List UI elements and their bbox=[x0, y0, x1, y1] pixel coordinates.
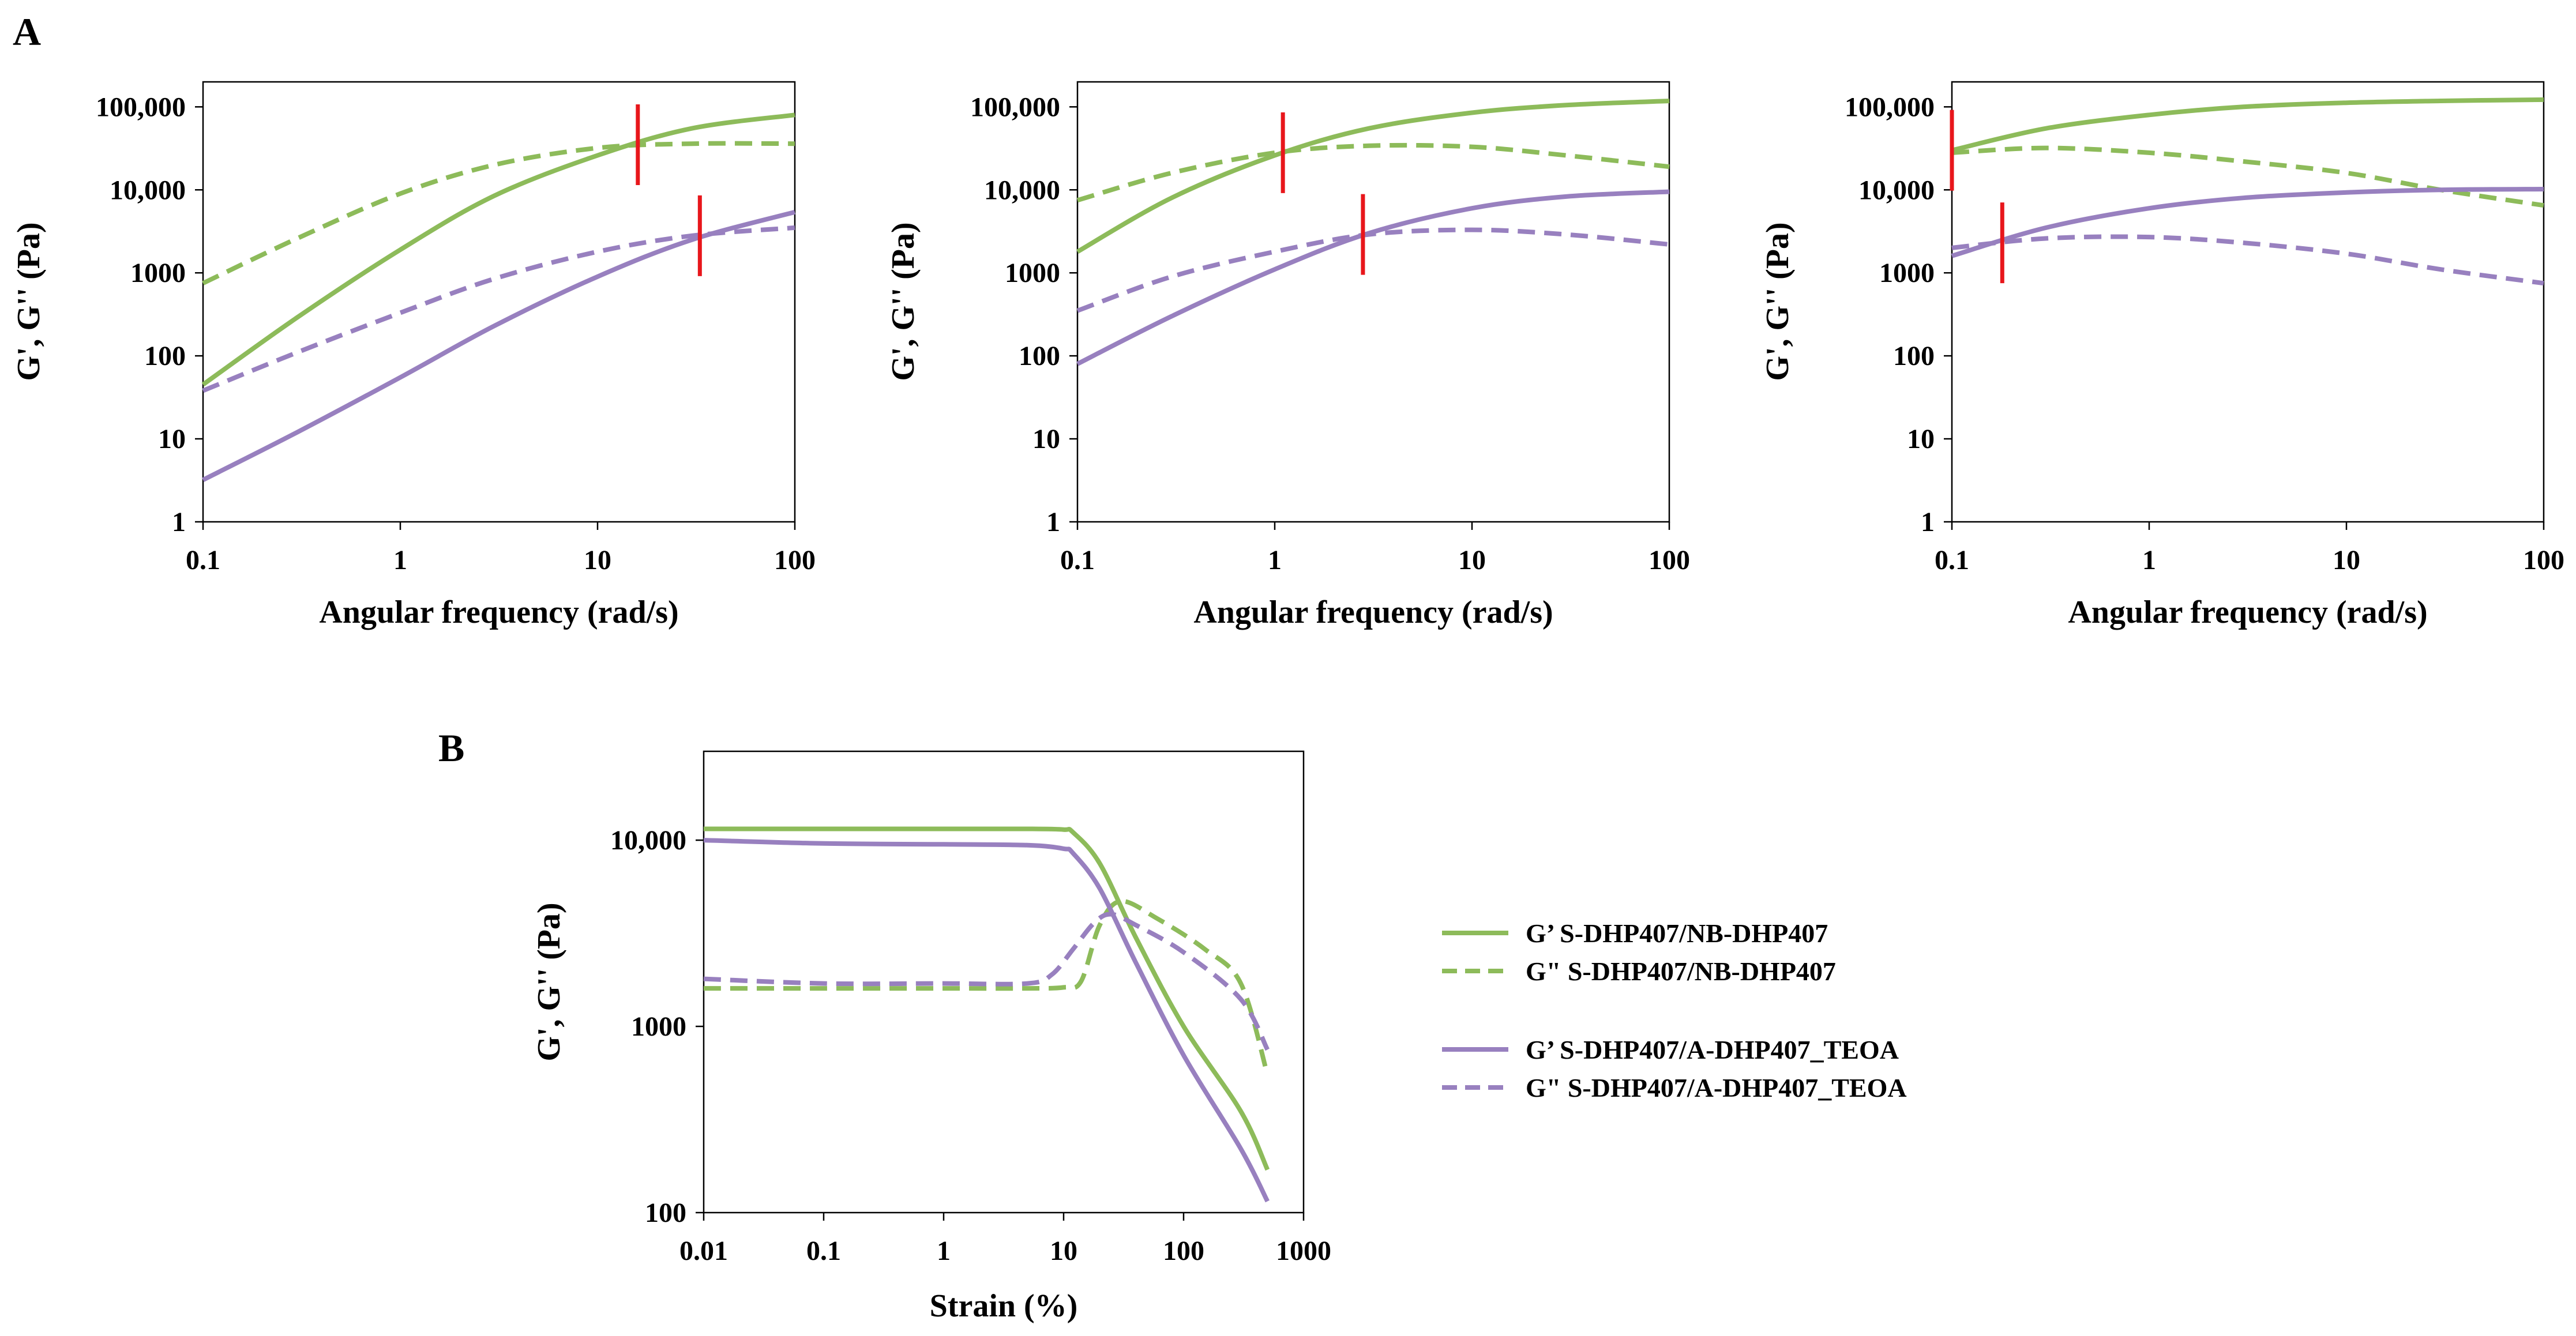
series-line-green-solid bbox=[1076, 99, 1670, 254]
legend: G’ S-DHP407/NB-DHP407 G" S-DHP407/NB-DHP4… bbox=[1442, 919, 1907, 1102]
y-tick-label: 100 bbox=[645, 1198, 686, 1228]
legend-label: G" S-DHP407/NB-DHP407 bbox=[1526, 957, 1836, 986]
series-line-green-solid bbox=[1951, 97, 2544, 153]
x-tick-label: 1 bbox=[2142, 545, 2156, 575]
x-tick-label: 100 bbox=[1649, 545, 1690, 575]
x-tick-label: 10 bbox=[2333, 545, 2360, 575]
legend-label: G’ S-DHP407/A-DHP407_TEOA bbox=[1526, 1035, 1899, 1064]
y-tick-label: 100,000 bbox=[1845, 92, 1935, 122]
plot-frame bbox=[703, 750, 1305, 1214]
y-tick-label: 1 bbox=[172, 507, 186, 537]
x-axis-title: Strain (%) bbox=[930, 1288, 1078, 1324]
x-tick-label: 100 bbox=[1163, 1236, 1204, 1266]
y-tick-label: 10 bbox=[1032, 424, 1060, 454]
series-line-purple-dashed bbox=[703, 912, 1270, 1051]
chart-b: 100 1000 10,000 0.01 0.1 1 10 100 1000 Strain (%)… bbox=[531, 750, 1907, 1324]
y-tick-label: 1000 bbox=[130, 258, 186, 288]
x-tick-label: 0.1 bbox=[186, 545, 220, 575]
x-tick-label: 100 bbox=[774, 545, 816, 575]
y-axis-title: G', G'' (Pa) bbox=[1760, 222, 1796, 381]
series-line-purple-dashed bbox=[1951, 234, 2544, 286]
y-axis-title: G', G'' (Pa) bbox=[885, 222, 921, 381]
legend-label: G" S-DHP407/A-DHP407_TEOA bbox=[1526, 1073, 1907, 1102]
x-tick-label: 0.1 bbox=[1935, 545, 1969, 575]
y-tick-label: 10,000 bbox=[610, 825, 686, 856]
panel-label-b: B bbox=[438, 726, 464, 770]
y-tick-label: 10 bbox=[1907, 424, 1935, 454]
y-axis-title: G', G'' (Pa) bbox=[531, 902, 567, 1061]
x-tick-label: 10 bbox=[1458, 545, 1486, 575]
x-tick-label: 10 bbox=[1050, 1236, 1077, 1266]
x-tick-label: 1 bbox=[937, 1236, 951, 1266]
y-tick-label: 100,000 bbox=[970, 92, 1060, 122]
y-tick-label: 100 bbox=[144, 341, 186, 371]
y-tick-label: 10,000 bbox=[984, 175, 1060, 205]
panel-label-a: A bbox=[13, 10, 41, 54]
series-line-purple-solid bbox=[202, 209, 796, 482]
plot-frame bbox=[1076, 81, 1670, 523]
x-axis-title: Angular frequency (rad/s) bbox=[319, 594, 678, 630]
legend-label: G’ S-DHP407/NB-DHP407 bbox=[1526, 919, 1828, 948]
y-tick-label: 100,000 bbox=[96, 92, 186, 122]
plot-frame bbox=[202, 81, 796, 523]
x-tick-label: 100 bbox=[2523, 545, 2564, 575]
y-axis-title: G', G'' (Pa) bbox=[11, 222, 47, 381]
series-line-purple-solid bbox=[703, 838, 1270, 1203]
x-tick-label: 1 bbox=[1268, 545, 1282, 575]
x-axis-title: Angular frequency (rad/s) bbox=[1193, 594, 1553, 630]
x-tick-label: 10 bbox=[584, 545, 611, 575]
series-line-purple-solid bbox=[1951, 187, 2544, 258]
x-tick-label: 0.1 bbox=[1060, 545, 1095, 575]
x-tick-label: 1 bbox=[393, 545, 407, 575]
series-line-green-dashed bbox=[202, 141, 795, 285]
y-tick-label: 1000 bbox=[1879, 258, 1935, 288]
series-line-green-dashed bbox=[1076, 142, 1670, 203]
y-tick-label: 10,000 bbox=[110, 175, 186, 205]
y-tick-label: 1 bbox=[1921, 507, 1935, 537]
x-tick-label: 1000 bbox=[1276, 1236, 1331, 1266]
y-tick-label: 1 bbox=[1046, 507, 1060, 537]
y-tick-label: 10 bbox=[158, 424, 186, 454]
y-tick-label: 10,000 bbox=[1858, 175, 1935, 205]
y-tick-label: 100 bbox=[1019, 341, 1060, 371]
y-tick-label: 100 bbox=[1893, 341, 1935, 371]
x-axis-title: Angular frequency (rad/s) bbox=[2068, 594, 2427, 630]
series-line-green-solid bbox=[201, 112, 795, 387]
x-tick-label: 0.01 bbox=[679, 1236, 728, 1266]
series-line-green-solid bbox=[704, 826, 1270, 1171]
x-tick-label: 0.1 bbox=[806, 1236, 841, 1266]
y-tick-label: 1000 bbox=[1005, 258, 1060, 288]
series-line-green-dashed bbox=[704, 898, 1270, 1076]
y-tick-label: 1000 bbox=[631, 1011, 686, 1042]
series-line-purple-dashed bbox=[1076, 227, 1670, 313]
series-line-purple-dashed bbox=[202, 225, 795, 393]
plot-frame bbox=[1951, 81, 2545, 523]
